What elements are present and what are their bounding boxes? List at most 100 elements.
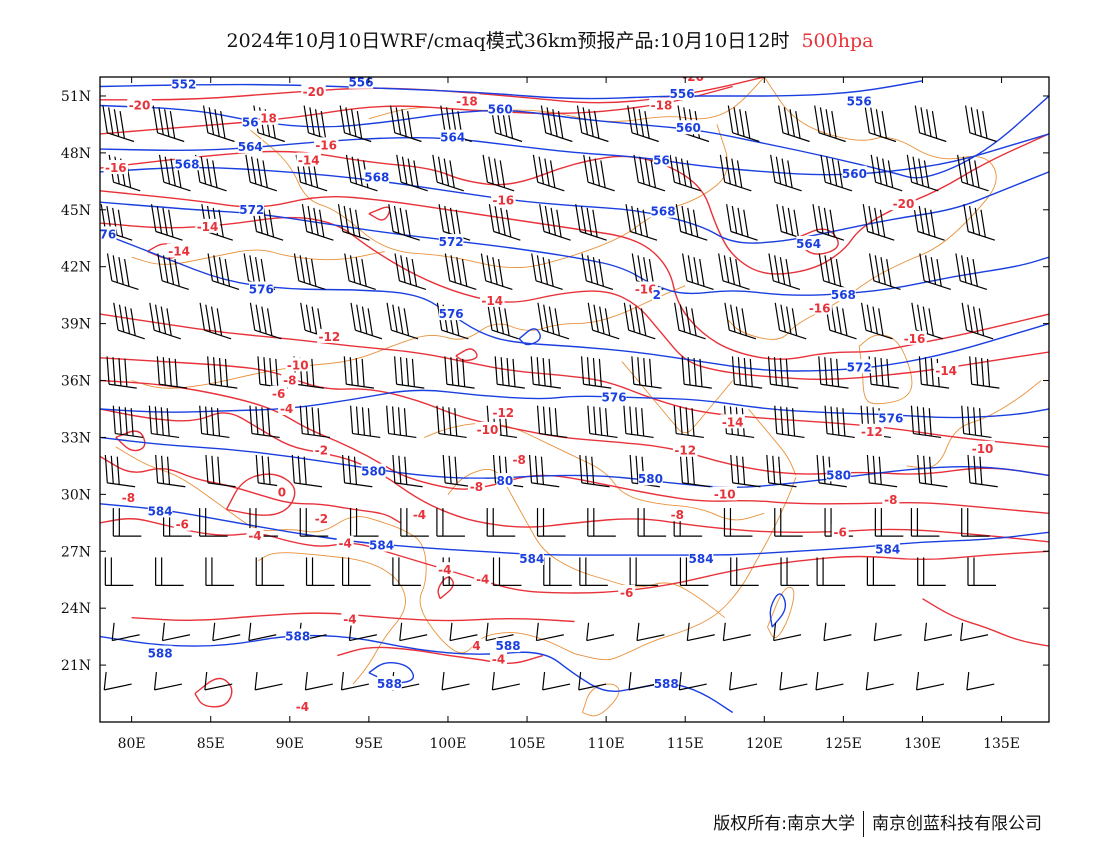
height-label: 588 [377, 677, 402, 691]
temperature-label: -14 [722, 415, 744, 429]
wind-barb [482, 154, 515, 192]
wind-barb [442, 454, 473, 488]
height-label: 572 [239, 203, 264, 217]
wind-barb [774, 302, 807, 340]
temperature-label-bg [336, 535, 354, 550]
height-contour [100, 95, 1049, 179]
height-label-bg [519, 550, 545, 565]
wind-barb [194, 154, 227, 192]
wind-barb [530, 356, 562, 389]
temperature-label-bg [891, 196, 916, 211]
temperature-label-bg [668, 507, 686, 522]
temperature-label-bg [166, 243, 192, 258]
wind-barb [444, 356, 475, 389]
wind-barb [870, 154, 903, 192]
wind-barb [207, 356, 238, 389]
wind-barb [627, 105, 659, 143]
wind-barb [436, 405, 467, 439]
temperature-label-bg [312, 442, 330, 457]
wind-barb [392, 557, 421, 587]
temperature-label: -8 [671, 508, 684, 522]
temperature-label: -6 [176, 518, 189, 532]
temperature-label-bg [312, 511, 330, 526]
wind-barb [449, 622, 478, 642]
height-label: 568 [831, 288, 856, 302]
height-label: 2 [653, 288, 661, 302]
temperature-label-bg [882, 492, 900, 507]
wind-barb [969, 356, 1000, 389]
temperature-label: -14 [298, 153, 320, 167]
temperature-isotherm [100, 455, 401, 524]
temperature-label-bg [807, 300, 832, 315]
height-label-bg [239, 201, 265, 216]
wind-barb [539, 204, 571, 241]
wind-barb [487, 302, 519, 340]
wind-barb [586, 622, 615, 642]
wind-barb [348, 622, 377, 642]
temperature-label-bg [902, 330, 927, 345]
wind-barb [768, 253, 801, 291]
wind-barb [917, 557, 946, 587]
temperature-label-bg [103, 160, 129, 175]
lon-tick-label: 125E [825, 736, 862, 752]
copyright-owner: 版权所有:南京大学 [713, 814, 855, 834]
height-label-bg [440, 129, 465, 144]
height-label-bg [688, 550, 714, 565]
lon-tick-label: 120E [746, 736, 783, 752]
height-label: 576 [249, 282, 274, 296]
wind-barb [485, 622, 514, 642]
wind-barb [249, 405, 280, 439]
height-label-bg [147, 503, 173, 518]
wind-barb [399, 622, 428, 642]
boundary-line [581, 683, 620, 717]
wind-barb [967, 454, 998, 488]
temperature-label-bg [127, 97, 152, 112]
wind-barb [681, 356, 712, 389]
wind-barb [157, 253, 189, 291]
height-label: 564 [440, 131, 465, 145]
height-label: 588 [148, 647, 173, 661]
wind-barb [910, 405, 942, 439]
height-label-bg [285, 628, 310, 643]
temperature-label: -16 [492, 193, 514, 207]
lat-tick-label: 33N [61, 430, 91, 446]
temperature-label: -18 [651, 98, 673, 112]
contour-labels: -20-20-18-18 -18-20-16-16-14-16 -20-14-14-… [100, 77, 995, 714]
wind-barb [350, 302, 383, 340]
wind-barb [815, 672, 844, 691]
wind-barb [917, 454, 948, 488]
temperature-label: -16 [809, 301, 831, 315]
wind-barb [106, 253, 139, 291]
wind-barb [106, 356, 137, 389]
temperature-label-bg [720, 414, 745, 429]
temperature-label: 0 [278, 485, 286, 499]
height-label-bg [487, 101, 513, 116]
height-label-bg [241, 114, 259, 129]
wind-barb [349, 405, 381, 439]
height-label-bg [638, 471, 663, 486]
lat-tick-label: 45N [61, 203, 91, 219]
temperature-isotherm [100, 357, 1049, 477]
height-label-bg [846, 359, 872, 374]
height-label-bg [650, 203, 676, 218]
height-label: 556 [670, 87, 695, 101]
wind-barb [820, 154, 853, 192]
temperature-label: -4 [280, 402, 293, 416]
boundary-line [131, 249, 385, 265]
height-label: 560 [488, 102, 513, 116]
wind-barb [774, 405, 805, 439]
temperature-isotherm [225, 473, 296, 516]
wind-barb [153, 672, 183, 691]
wind-barb [104, 557, 134, 587]
wind-barb [579, 557, 608, 587]
wind-barb [245, 154, 278, 192]
temperature-isotherm [131, 612, 575, 623]
wind-barb [112, 508, 142, 537]
temperature-label-bg [490, 651, 508, 666]
wind-barb [770, 154, 802, 192]
wind-barb [343, 356, 375, 389]
wind-barb [528, 454, 560, 488]
temperature-label-bg [454, 93, 480, 108]
temperature-label: -4 [413, 508, 426, 522]
wind-barb [152, 105, 185, 143]
